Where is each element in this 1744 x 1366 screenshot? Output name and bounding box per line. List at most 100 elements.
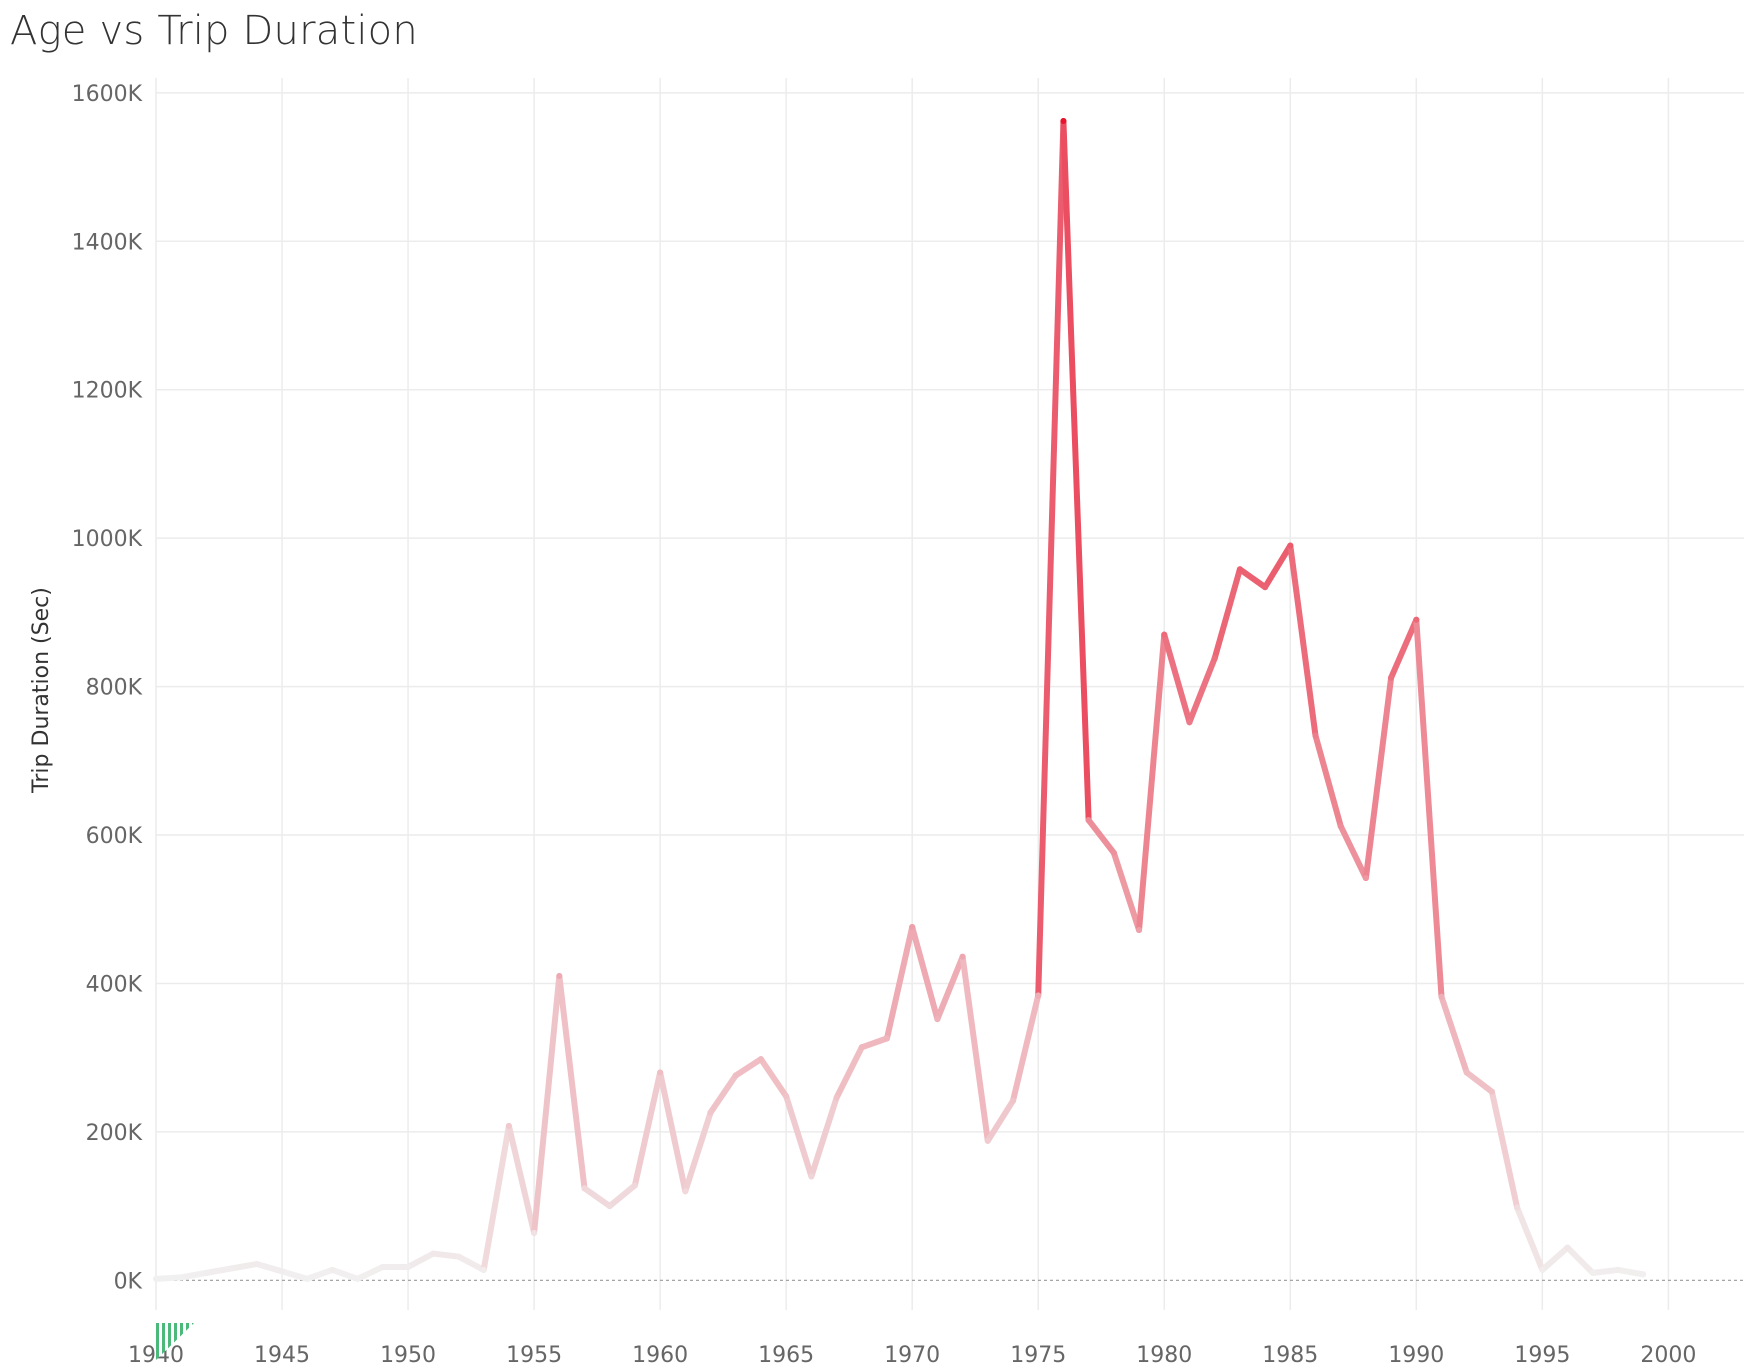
line-segment xyxy=(1262,542,1294,591)
data-point[interactable] xyxy=(1362,875,1369,882)
y-tick-label: 1400K xyxy=(72,230,143,255)
data-point[interactable] xyxy=(606,1203,613,1210)
data-point[interactable] xyxy=(909,924,916,931)
x-tick-label: 1970 xyxy=(884,1343,940,1366)
data-point[interactable] xyxy=(1413,616,1420,623)
y-tick-label: 800K xyxy=(86,676,143,701)
data-point[interactable] xyxy=(1640,1271,1647,1278)
line-segment xyxy=(455,1253,487,1273)
y-tick-label: 1200K xyxy=(72,379,143,404)
data-point[interactable] xyxy=(1010,1097,1017,1104)
line-segment xyxy=(783,1093,815,1180)
data-point[interactable] xyxy=(1211,655,1218,662)
line-segment xyxy=(657,1069,689,1195)
line-segment xyxy=(1110,849,1143,934)
line-segment xyxy=(1236,566,1269,591)
data-point[interactable] xyxy=(757,1056,764,1063)
data-point[interactable] xyxy=(707,1109,714,1116)
data-point[interactable] xyxy=(1488,1088,1495,1095)
data-point[interactable] xyxy=(783,1093,790,1100)
chart-title: Age vs Trip Duration xyxy=(10,8,418,54)
data-point[interactable] xyxy=(153,1275,159,1282)
line-segment xyxy=(480,1122,512,1273)
data-point[interactable] xyxy=(808,1173,815,1180)
line-segment xyxy=(1539,1244,1571,1273)
data-point[interactable] xyxy=(1236,566,1243,573)
y-tick-label: 0K xyxy=(114,1269,143,1294)
line-segment xyxy=(1312,732,1344,830)
data-point[interactable] xyxy=(959,953,966,960)
data-point[interactable] xyxy=(1060,118,1067,125)
data-point[interactable] xyxy=(883,1035,890,1042)
data-point[interactable] xyxy=(405,1263,412,1270)
data-point[interactable] xyxy=(682,1188,689,1195)
data-point[interactable] xyxy=(228,1265,235,1272)
data-point[interactable] xyxy=(1564,1244,1571,1251)
data-point[interactable] xyxy=(1085,817,1092,824)
data-point[interactable] xyxy=(329,1266,336,1273)
line-segment xyxy=(1211,566,1243,662)
data-point[interactable] xyxy=(531,1229,538,1236)
data-point[interactable] xyxy=(657,1069,664,1076)
data-point[interactable] xyxy=(833,1094,840,1101)
gridlines xyxy=(155,78,1744,1310)
data-point[interactable] xyxy=(858,1044,865,1051)
line-segment xyxy=(1589,1266,1621,1276)
data-point[interactable] xyxy=(1186,719,1193,726)
filter-indicator-icon[interactable] xyxy=(156,1323,194,1360)
data-point[interactable] xyxy=(203,1269,210,1276)
data-point[interactable] xyxy=(430,1250,437,1257)
data-point[interactable] xyxy=(480,1266,487,1273)
data-point[interactable] xyxy=(253,1260,260,1267)
data-point[interactable] xyxy=(178,1274,185,1281)
data-point[interactable] xyxy=(455,1253,462,1260)
data-point[interactable] xyxy=(1337,823,1344,830)
x-tick-label: 1965 xyxy=(758,1343,814,1366)
line-segment xyxy=(253,1260,286,1275)
line-segment xyxy=(304,1266,336,1282)
line-segment xyxy=(1161,631,1193,726)
line-segment xyxy=(1337,823,1369,882)
data-point[interactable] xyxy=(354,1275,361,1282)
x-tick-label: 2000 xyxy=(1640,1343,1696,1366)
data-point[interactable] xyxy=(1035,992,1042,999)
data-point[interactable] xyxy=(1514,1204,1521,1211)
data-point[interactable] xyxy=(581,1185,588,1192)
data-point[interactable] xyxy=(984,1137,991,1144)
data-point[interactable] xyxy=(1161,631,1168,638)
data-point[interactable] xyxy=(1287,542,1294,549)
data-point[interactable] xyxy=(379,1263,386,1270)
x-tick-label: 1985 xyxy=(1262,1343,1318,1366)
line-segment xyxy=(757,1056,790,1100)
y-tick-label: 600K xyxy=(86,824,143,849)
data-point[interactable] xyxy=(1110,849,1117,856)
data-point[interactable] xyxy=(505,1122,512,1129)
data-point[interactable] xyxy=(1614,1266,1621,1273)
data-point[interactable] xyxy=(1262,584,1269,591)
data-point[interactable] xyxy=(279,1268,286,1275)
x-tick-label: 1980 xyxy=(1136,1343,1192,1366)
data-point[interactable] xyxy=(1539,1266,1546,1273)
line-segment xyxy=(1463,1069,1495,1095)
data-point[interactable] xyxy=(934,1016,941,1023)
line-segment xyxy=(153,1274,185,1282)
line-segment xyxy=(1136,631,1168,934)
x-tick-label: 1945 xyxy=(254,1343,310,1366)
data-point[interactable] xyxy=(1136,927,1143,934)
data-point[interactable] xyxy=(1438,993,1445,1000)
data-point[interactable] xyxy=(732,1072,739,1079)
y-tick-label: 1000K xyxy=(72,527,143,552)
data-point[interactable] xyxy=(1312,732,1319,739)
data-point[interactable] xyxy=(1589,1269,1596,1276)
line-segment xyxy=(556,973,588,1192)
y-axis-title: Trip Duration (Sec) xyxy=(29,587,54,794)
line-segment xyxy=(858,1035,890,1051)
x-tick-label: 1950 xyxy=(380,1343,436,1366)
data-point[interactable] xyxy=(1388,674,1395,681)
data-point[interactable] xyxy=(631,1182,638,1189)
data-point[interactable] xyxy=(304,1275,311,1282)
line-segment xyxy=(1035,118,1067,999)
data-point[interactable] xyxy=(1463,1069,1470,1076)
data-point[interactable] xyxy=(556,973,563,980)
line-segment xyxy=(1413,616,1445,1000)
